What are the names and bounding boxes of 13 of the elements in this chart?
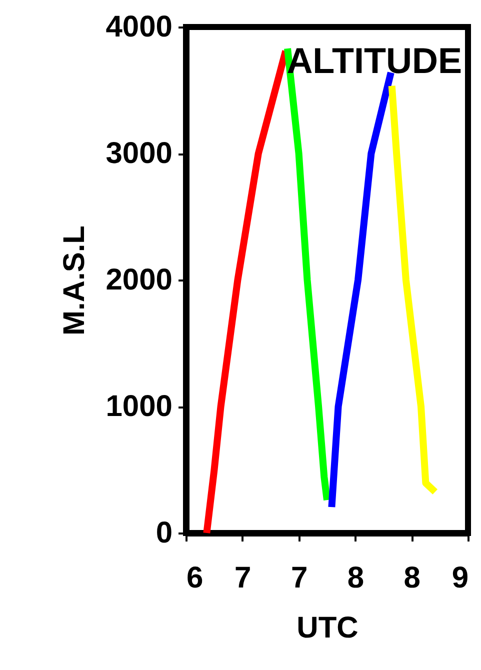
x-tick-label: 7	[290, 562, 308, 594]
x-tick-label: 8	[347, 562, 364, 594]
x-tick-label: 6	[186, 562, 204, 594]
x-tick-label: 9	[452, 562, 468, 594]
x-tick-label: 8	[404, 562, 420, 594]
x-axis-title: UTC	[296, 612, 358, 644]
y-axis-title: M.A.S.L	[58, 226, 91, 336]
y-tick-label: 1000	[106, 390, 172, 423]
y-tick-label: 3000	[106, 137, 172, 170]
y-tick-label: 4000	[106, 10, 172, 44]
x-tick-label: 7	[234, 562, 252, 594]
y-tick-label: 0	[156, 516, 172, 550]
y-tick-label: 2000	[106, 264, 172, 296]
